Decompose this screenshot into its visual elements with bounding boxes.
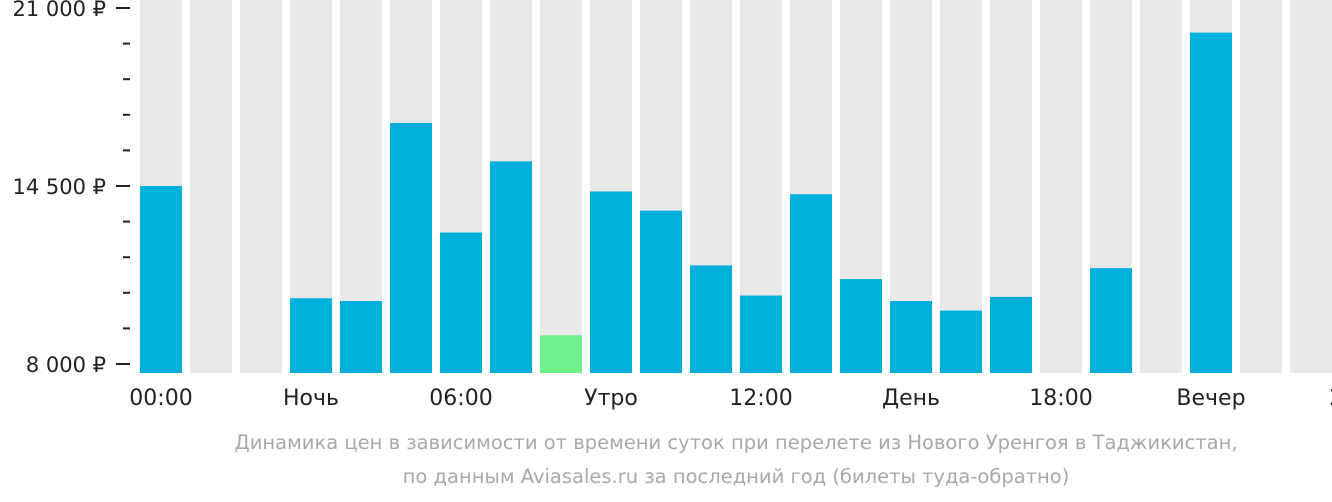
price-bar: [840, 279, 882, 373]
price-bar: [390, 123, 432, 373]
x-tick-label: Вечер: [1176, 386, 1245, 411]
x-tick-label: День: [882, 386, 940, 411]
price-bar: [140, 186, 182, 373]
price-bar: [1190, 32, 1232, 374]
price-bar: [340, 301, 382, 373]
price-bar: [590, 191, 632, 373]
y-tick-label: 8 000 ₽: [26, 353, 106, 377]
price-bar: [1090, 268, 1132, 373]
price-bar: [640, 210, 682, 373]
x-tick-label: 00:00: [129, 386, 192, 411]
price-by-hour-chart: 8 000 ₽ 14 500 ₽ 21 000 ₽ 00:00 Ночь 06:00 Ут…: [12, 0, 1332, 411]
slot-background: [1240, 0, 1282, 373]
min-price-bar: [540, 335, 582, 373]
price-bar: [690, 265, 732, 373]
x-tick-label: 12:00: [729, 386, 792, 411]
slot-background: [1290, 0, 1332, 373]
y-tick-label: 21 000 ₽: [12, 0, 106, 21]
slot-background: [240, 0, 282, 373]
bars: [140, 32, 1232, 374]
price-bar: [290, 298, 332, 373]
price-bar: [790, 194, 832, 373]
price-bar: [490, 161, 532, 373]
x-tick-label: 06:00: [429, 386, 492, 411]
chart-caption-line-1: Динамика цен в зависимости от времени су…: [234, 431, 1238, 454]
slot-background: [1140, 0, 1182, 373]
x-tick-label: 24:00: [1329, 386, 1332, 411]
price-bar: [740, 295, 782, 373]
price-bar: [890, 301, 932, 373]
price-bar: [990, 296, 1032, 373]
x-tick-label: Утро: [584, 386, 638, 411]
chart-caption-line-2: по данным Aviasales.ru за последний год …: [402, 465, 1070, 488]
x-tick-label: 18:00: [1029, 386, 1092, 411]
x-tick-label: Ночь: [283, 386, 339, 411]
y-tick-label: 14 500 ₽: [12, 175, 106, 199]
price-bar: [440, 232, 482, 373]
slot-background: [540, 0, 582, 373]
slot-background: [1040, 0, 1082, 373]
x-axis: 00:00 Ночь 06:00 Утро 12:00 День 18:00 Вечер 24:…: [129, 386, 1332, 411]
slot-background: [190, 0, 232, 373]
price-bar: [940, 310, 982, 373]
y-axis: 8 000 ₽ 14 500 ₽ 21 000 ₽: [12, 0, 130, 377]
